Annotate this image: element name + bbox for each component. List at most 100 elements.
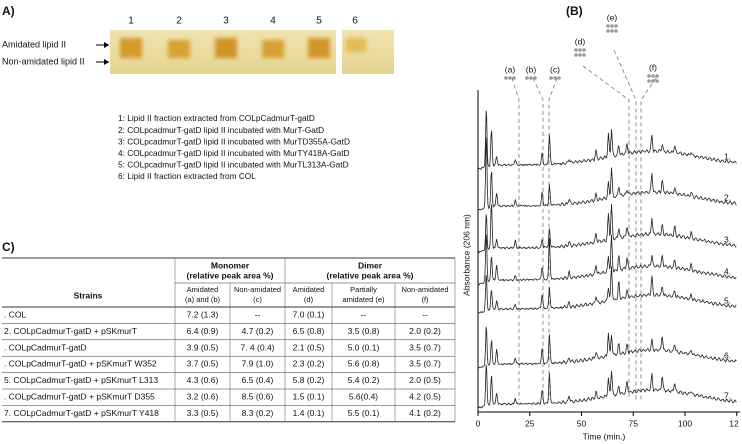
column-subheader: (d) [304,295,314,304]
panel-label: (B) [566,4,583,18]
molecule-icon [606,24,610,28]
molecule-icon [655,79,659,83]
legend-line: 6: Lipid II fraction extracted from COL [118,171,256,181]
table-cell: 6.5 (0.8) [293,326,325,336]
chromatogram-trace [477,110,737,170]
table-cell: 5.5 (0.1) [348,408,380,418]
column-subheader: (f) [421,295,429,304]
trace-label: 7. [724,390,731,400]
lane-number: 1 [128,16,134,27]
chromatogram-trace [477,266,737,315]
peak-label: (a) [505,64,516,74]
column-subheader: (c) [253,295,262,304]
table-cell: 5.0 (0.1) [348,342,380,352]
column-subheader: amidated (e) [342,295,385,304]
molecule-icon [549,76,553,80]
group-header: Dimer [358,260,383,270]
molecule-icon [529,76,533,80]
table-cell: 3.9 (0.5) [187,342,219,352]
band-label: Non-amidated lipid II [2,56,85,66]
x-tick-label: 50 [577,418,587,428]
x-tick-label: 100 [678,418,692,428]
table-cell: -- [361,309,367,319]
column-subheader: Non-amidated [401,285,448,294]
table-cell: 6.4 (0.9) [187,326,219,336]
molecule-icon [647,79,651,83]
molecule-icon [508,76,512,80]
table-cell: 1.4 (0.1) [293,408,325,418]
band-label: Amidated lipid II [2,39,66,49]
legend-line: 5: COLpcadmurT-gatD lipid II incubated w… [118,160,349,170]
lane-number: 5 [316,16,322,27]
trace-label: 6. [724,350,731,360]
table-cell: . COL [4,309,26,319]
table-cell: 2.3 (0.2) [293,359,325,369]
molecule-icon [614,24,618,28]
trace-label: 1. [724,151,731,161]
peak-label: (d) [575,36,586,46]
molecule-icon [655,74,659,78]
chromatogram-trace [477,364,737,409]
trace-label: 5. [724,295,731,305]
table-cell: 5.4 (0.2) [348,375,380,385]
peak-label: (c) [550,64,560,74]
table-cell: 3.5 (0.7) [409,359,441,369]
lane-number: 6 [352,16,358,27]
table-cell: 2.0 (0.5) [409,375,441,385]
column-subheader: Non-amidated [234,285,281,294]
legend-line: 1: Lipid II fraction extracted from COLp… [118,113,315,123]
table-cell: 3.3 (0.5) [187,408,219,418]
chromatogram-trace [478,326,737,369]
table-cell: 3.2 (0.6) [187,391,219,401]
molecule-icon [525,76,529,80]
molecule-icon [533,76,537,80]
x-axis-label: Time (min.) [583,431,626,441]
table-cell: 4.7 (0.2) [242,326,274,336]
peak-guides [511,49,657,400]
table-cell: 8.5 (0.6) [242,391,274,401]
table-cell: 3.5 (0.7) [409,342,441,352]
legend-line: 4: COLpcadmurT-gatD lipid II incubated w… [118,148,350,158]
peak-label: (b) [526,64,537,74]
table-cell: 2.0 (0.2) [409,326,441,336]
molecule-icon [651,79,655,83]
molecule-icon [504,76,508,80]
table-cell: 7. 4 (0.4) [240,342,274,352]
molecule-icon [578,48,582,52]
table-cell: 2. COLpCadmurT-gatD + pSKmurT [4,326,137,336]
chromatogram-trace [477,203,737,254]
molecule-icon [582,48,586,52]
y-axis-label: Absorbance (206 nm) [461,214,471,296]
trace-label: 2. [724,192,731,202]
table-cell: . COLpCadmurT-gatD [4,342,87,352]
molecule-icon [512,76,516,80]
tlc-spots [120,38,366,58]
x-tick-label: 12 [729,418,739,428]
lane-number: 3 [223,16,229,27]
table-cell: 5.6(0.4) [349,391,378,401]
table-cell: 4.2 (0.5) [409,391,441,401]
molecule-icon [553,76,557,80]
molecule-icon [574,48,578,52]
group-header: Monomer [211,260,250,270]
panel-label: A) [2,4,15,18]
column-header: Strains [74,290,103,300]
table-cell: 7.9 (1.0) [242,359,274,369]
molecule-icon [578,53,582,57]
molecule-icon [647,74,651,78]
molecule-icon [610,29,614,33]
molecule-icon [614,29,618,33]
peak-label: (e) [607,12,618,22]
molecule-icon [582,53,586,57]
arrowhead [104,42,109,48]
trace-label: 4. [724,266,731,276]
lane-number: 2 [176,16,182,27]
molecule-icon [574,53,578,57]
table-cell: 5.6 (0.8) [348,359,380,369]
chromatogram-trace [477,234,737,286]
table-cell: 5. COLpCadmurT-gatD + pSKmurT L313 [4,375,158,385]
table-cell: 7.0 (0.1) [293,309,325,319]
table-cell: 8.3 (0.2) [242,408,274,418]
table-cell: 3.5 (0.8) [348,326,380,336]
